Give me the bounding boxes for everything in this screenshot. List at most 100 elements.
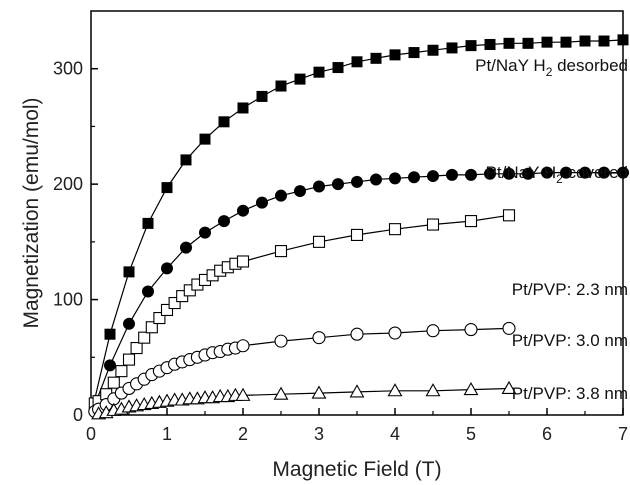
data-point bbox=[153, 311, 166, 325]
series-label-tail: covered bbox=[563, 163, 628, 182]
x-tick-label: 5 bbox=[466, 424, 476, 444]
data-point bbox=[180, 154, 192, 166]
data-point bbox=[598, 35, 610, 47]
data-point bbox=[617, 34, 629, 46]
data-point bbox=[145, 321, 158, 334]
series-label-1: Pt/NaY H2 desorbed bbox=[475, 56, 628, 79]
data-point bbox=[256, 196, 268, 209]
data-point bbox=[107, 376, 120, 389]
x-tick-label: 3 bbox=[314, 424, 324, 444]
data-point bbox=[389, 172, 401, 185]
data-point bbox=[161, 262, 173, 275]
y-tick-label: 100 bbox=[53, 290, 83, 310]
data-point bbox=[138, 331, 151, 344]
series-2-markers bbox=[104, 166, 629, 372]
data-points bbox=[88, 34, 629, 420]
data-point bbox=[294, 185, 306, 198]
fit-curves bbox=[90, 39, 624, 416]
data-point bbox=[273, 386, 289, 400]
data-point bbox=[180, 241, 192, 254]
data-point bbox=[502, 321, 516, 335]
data-point bbox=[313, 180, 325, 193]
data-point bbox=[388, 223, 402, 236]
y-axis-title: Magnetization (emu/mol) bbox=[20, 97, 43, 328]
data-point bbox=[388, 326, 402, 340]
data-point bbox=[218, 215, 230, 228]
data-point bbox=[168, 296, 181, 310]
data-point bbox=[484, 38, 496, 50]
series-label-text: Pt/NaY H bbox=[486, 163, 557, 182]
series-label-tail: desorbed bbox=[552, 56, 628, 75]
data-point bbox=[349, 384, 365, 398]
data-point bbox=[427, 44, 439, 56]
data-point bbox=[312, 235, 326, 248]
data-point bbox=[351, 175, 363, 188]
data-point bbox=[104, 359, 116, 372]
data-point bbox=[235, 387, 251, 401]
data-point bbox=[123, 317, 135, 330]
data-point bbox=[387, 383, 403, 397]
data-point bbox=[579, 166, 591, 179]
data-point bbox=[427, 170, 439, 183]
data-point bbox=[579, 35, 591, 47]
x-tick-label: 7 bbox=[618, 424, 628, 444]
data-point bbox=[617, 166, 629, 179]
data-point bbox=[218, 116, 230, 128]
data-point bbox=[408, 47, 420, 59]
x-tick-label: 4 bbox=[390, 424, 400, 444]
data-point bbox=[541, 36, 553, 48]
data-point bbox=[294, 73, 306, 85]
data-point bbox=[464, 323, 478, 337]
data-point bbox=[484, 167, 496, 180]
data-point bbox=[274, 245, 288, 258]
data-point bbox=[350, 327, 364, 341]
data-point bbox=[446, 168, 458, 181]
data-point bbox=[370, 173, 382, 186]
data-point bbox=[408, 171, 420, 184]
x-tick-label: 1 bbox=[162, 424, 172, 444]
data-point bbox=[560, 166, 572, 179]
data-point bbox=[426, 324, 440, 338]
data-point bbox=[522, 167, 534, 180]
data-point bbox=[142, 217, 154, 229]
series-label-text: Pt/NaY H bbox=[475, 56, 546, 75]
fit-curve-1 bbox=[90, 39, 624, 416]
series-label-5: Pt/PVP: 3.8 nm bbox=[512, 384, 628, 403]
data-point bbox=[274, 334, 288, 348]
data-point bbox=[465, 168, 477, 181]
series-3-markers bbox=[88, 209, 516, 410]
data-point bbox=[104, 328, 116, 340]
data-point bbox=[237, 204, 249, 217]
data-point bbox=[503, 37, 515, 49]
series-label-3: Pt/PVP: 2.3 nm bbox=[512, 280, 628, 299]
series-label-text: Pt/PVP: 3.8 nm bbox=[512, 384, 628, 403]
y-tick-label: 200 bbox=[53, 174, 83, 194]
data-point bbox=[446, 42, 458, 54]
data-point bbox=[502, 209, 516, 222]
x-axis-title: Magnetic Field (T) bbox=[272, 458, 441, 481]
data-point bbox=[256, 90, 268, 102]
series-label-2: Pt/NaY H2 covered bbox=[486, 163, 628, 186]
series-label-text: Pt/PVP: 2.3 nm bbox=[512, 280, 628, 299]
data-point bbox=[560, 36, 572, 48]
data-point bbox=[465, 40, 477, 52]
data-point bbox=[311, 385, 327, 399]
data-point bbox=[370, 52, 382, 64]
y-tick-label: 0 bbox=[73, 405, 83, 425]
data-point bbox=[236, 255, 250, 268]
data-point bbox=[463, 381, 479, 396]
data-point bbox=[332, 62, 344, 74]
data-point bbox=[464, 215, 478, 228]
series-label-subscript: 2 bbox=[546, 65, 553, 79]
data-point bbox=[501, 380, 517, 395]
series-5-markers bbox=[91, 380, 517, 420]
data-point bbox=[503, 167, 515, 180]
series-label-text: Pt/PVP: 3.0 nm bbox=[512, 331, 628, 350]
data-point bbox=[236, 339, 250, 353]
data-point bbox=[425, 383, 441, 397]
x-tick-label: 0 bbox=[86, 424, 96, 444]
data-point bbox=[350, 228, 364, 241]
data-point bbox=[161, 182, 173, 194]
